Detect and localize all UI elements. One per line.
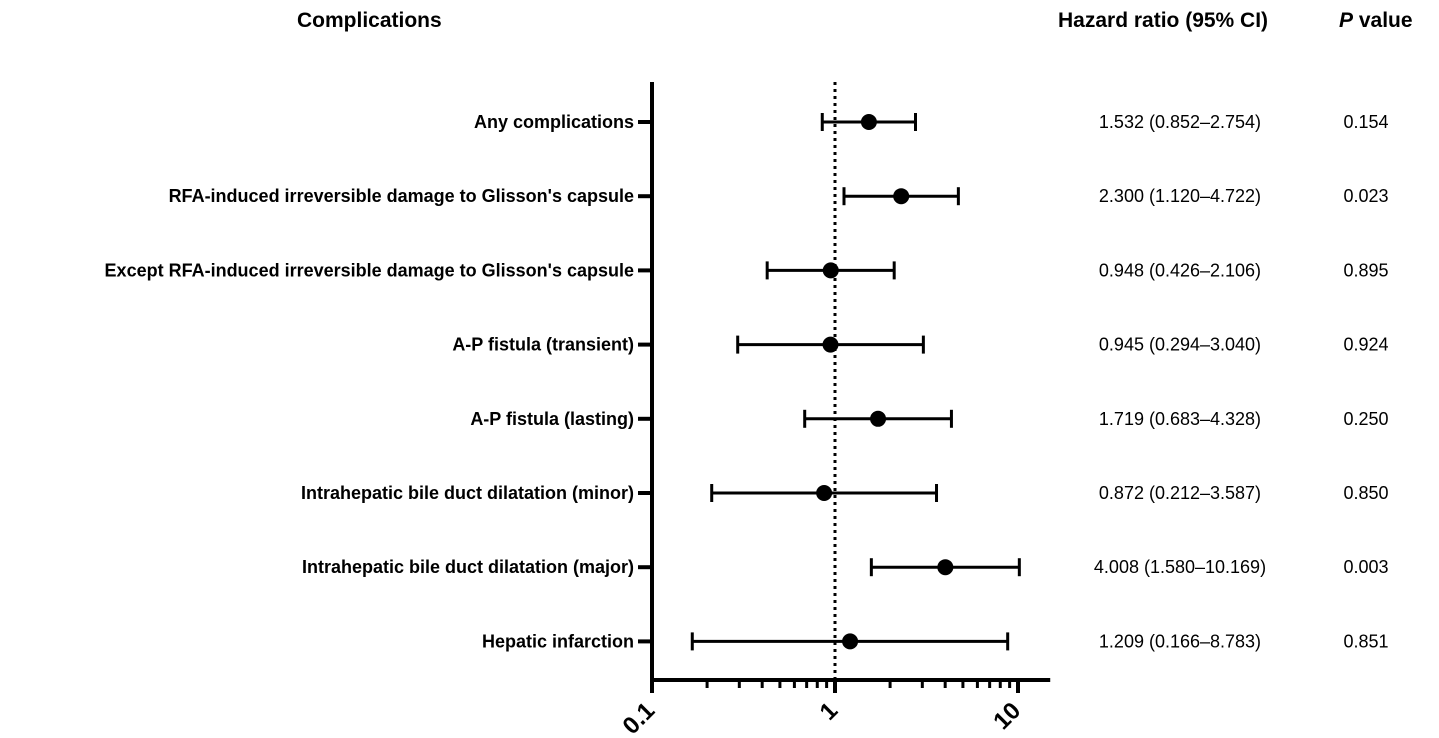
row-label: Except RFA-induced irreversible damage t… <box>105 260 634 280</box>
hazard-ratio-text: 1.532 (0.852–2.754) <box>1099 112 1261 132</box>
hazard-ratio-point <box>822 336 839 353</box>
p-value-text: 0.250 <box>1343 409 1388 429</box>
row-label: A-P fistula (lasting) <box>470 409 634 429</box>
hazard-ratio-text: 0.872 (0.212–3.587) <box>1099 483 1261 503</box>
forest-row: Except RFA-induced irreversible damage t… <box>105 260 1389 280</box>
hazard-ratio-point <box>860 114 877 130</box>
p-value-text: 0.895 <box>1343 260 1388 280</box>
forest-row: Any complications 1.532 (0.852–2.754) 0.15… <box>474 112 1389 132</box>
forest-row: Intrahepatic bile duct dilatation (minor… <box>301 483 1389 503</box>
x-tick-label: 1 <box>815 697 844 726</box>
p-value-header-p: P <box>1339 9 1354 32</box>
hazard-ratio-point <box>822 262 839 279</box>
forest-row: Intrahepatic bile duct dilatation (major… <box>302 557 1389 577</box>
hazard-ratio-text: 0.945 (0.294–3.040) <box>1099 335 1261 355</box>
p-value-text: 0.924 <box>1343 335 1388 355</box>
hazard-ratio-text: 1.209 (0.166–8.783) <box>1099 631 1261 651</box>
hazard-ratio-point <box>842 633 859 650</box>
forest-rows: Any complications 1.532 (0.852–2.754) 0.15… <box>105 112 1389 651</box>
p-value-text: 0.154 <box>1343 112 1388 132</box>
x-tick-label: 10 <box>988 697 1026 735</box>
forest-row: RFA-induced irreversible damage to Gliss… <box>169 186 1389 206</box>
forest-row: Hepatic infarction 1.209 (0.166–8.783) 0.8… <box>482 631 1389 651</box>
row-label: RFA-induced irreversible damage to Gliss… <box>169 186 634 206</box>
hazard-ratio-text: 1.719 (0.683–4.328) <box>1099 409 1261 429</box>
row-label: Intrahepatic bile duct dilatation (major… <box>302 557 634 577</box>
p-value-header-suffix: value <box>1353 9 1413 32</box>
p-value-header: P value <box>1339 9 1413 33</box>
p-value-text: 0.851 <box>1343 631 1388 651</box>
p-value-text: 0.023 <box>1343 186 1388 206</box>
forest-row: A-P fistula (transient) 0.945 (0.294–3.04… <box>452 335 1388 355</box>
row-label: Intrahepatic bile duct dilatation (minor… <box>301 483 634 503</box>
row-label: A-P fistula (transient) <box>452 335 634 355</box>
hazard-ratio-point <box>816 485 833 501</box>
p-value-text: 0.850 <box>1343 483 1388 503</box>
complications-header: Complications <box>297 9 442 32</box>
row-label: Any complications <box>474 112 634 132</box>
hazard-ratio-text: 0.948 (0.426–2.106) <box>1099 260 1261 280</box>
hazard-ratio-point <box>870 410 887 427</box>
hazard-ratio-header: Hazard ratio (95% CI) <box>1058 9 1269 32</box>
hazard-ratio-point <box>893 188 910 205</box>
hazard-ratio-text: 2.300 (1.120–4.722) <box>1099 186 1261 206</box>
x-tick-label: 0.1 <box>618 697 661 738</box>
row-label: Hepatic infarction <box>482 631 634 651</box>
hazard-ratio-point <box>937 559 954 576</box>
p-value-text: 0.003 <box>1343 557 1388 577</box>
forest-row: A-P fistula (lasting) 1.719 (0.683–4.328)… <box>470 409 1388 429</box>
hazard-ratio-text: 4.008 (1.580–10.169) <box>1094 557 1266 577</box>
